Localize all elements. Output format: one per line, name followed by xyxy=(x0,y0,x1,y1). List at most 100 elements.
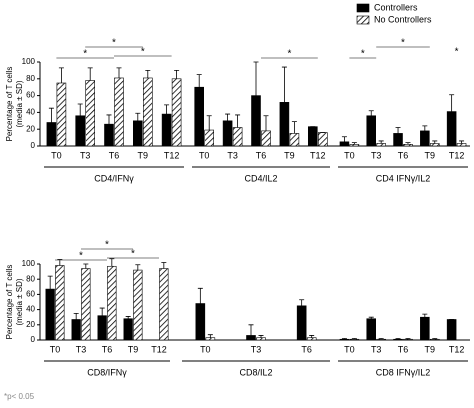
error-bar xyxy=(174,70,180,79)
error-bar xyxy=(253,61,259,96)
significance-label: * xyxy=(105,240,109,251)
x-tick-label: T12 xyxy=(310,150,326,160)
bar xyxy=(446,111,457,147)
x-tick-label: T3 xyxy=(251,344,262,354)
bar xyxy=(97,315,107,341)
bar xyxy=(195,303,206,341)
error-bar xyxy=(164,104,170,115)
error-bar xyxy=(135,112,141,121)
bar xyxy=(429,338,440,341)
bar xyxy=(81,268,91,341)
error-bar xyxy=(57,259,63,266)
error-bar xyxy=(47,275,53,290)
error-bar xyxy=(395,127,401,134)
bar xyxy=(403,338,413,341)
bar xyxy=(159,268,169,341)
significance-label: * xyxy=(361,49,365,60)
significance-label: * xyxy=(83,49,87,60)
y-tick-label: 80 xyxy=(26,274,35,283)
error-bar xyxy=(197,287,203,304)
bar xyxy=(306,337,317,341)
y-axis-label: Percentage of T cells xyxy=(5,67,14,142)
error-bar xyxy=(351,142,357,145)
x-tick-label: T6 xyxy=(301,344,312,354)
x-tick-label: T9 xyxy=(138,150,149,160)
x-tick-label: T0 xyxy=(344,344,355,354)
x-tick-label: T9 xyxy=(425,344,436,354)
bar xyxy=(123,318,133,341)
bar xyxy=(45,288,55,341)
y-axis-label: (media ± SD) xyxy=(15,278,24,325)
error-bar xyxy=(309,335,315,338)
bar xyxy=(393,338,403,341)
error-bar xyxy=(87,67,93,81)
group-label: CD8/IFNγ xyxy=(87,367,127,377)
y-tick-label: 40 xyxy=(26,108,35,117)
error-bar xyxy=(161,262,167,269)
bar xyxy=(256,337,266,341)
significance-label: * xyxy=(401,38,405,49)
y-tick-label: 100 xyxy=(22,57,36,66)
bar xyxy=(349,338,360,341)
legend-swatch xyxy=(356,15,370,25)
error-bar xyxy=(432,140,438,144)
error-bar xyxy=(368,316,374,319)
x-tick-label: T0 xyxy=(344,150,355,160)
bar xyxy=(104,123,114,147)
x-tick-label: T12 xyxy=(449,150,465,160)
y-tick-label: 60 xyxy=(26,290,35,299)
bar xyxy=(56,82,67,147)
error-bar xyxy=(378,140,384,144)
bar xyxy=(85,80,95,147)
bar xyxy=(222,120,233,147)
error-bar xyxy=(368,110,374,116)
bar xyxy=(143,77,153,147)
bar xyxy=(232,127,243,147)
bar xyxy=(339,141,350,147)
x-tick-label: T6 xyxy=(102,344,113,354)
y-tick-label: 0 xyxy=(31,335,36,344)
bar xyxy=(307,126,318,147)
y-tick-label: 60 xyxy=(26,91,35,100)
error-bar xyxy=(341,136,347,142)
bar xyxy=(366,318,376,341)
error-bar xyxy=(206,115,212,131)
x-tick-label: T3 xyxy=(76,344,87,354)
bar xyxy=(376,338,386,341)
error-bar xyxy=(459,140,465,144)
y-tick-label: 100 xyxy=(22,259,36,268)
y-tick-label: 40 xyxy=(26,305,35,314)
x-tick-label: T3 xyxy=(80,150,91,160)
error-bar xyxy=(422,125,428,131)
legend-label: No Controllers xyxy=(374,14,432,24)
bar xyxy=(446,319,457,341)
error-bar xyxy=(207,334,213,338)
group-label: CD4/IFNγ xyxy=(94,173,134,183)
bar xyxy=(133,120,143,147)
error-bar xyxy=(395,338,401,340)
bar xyxy=(194,86,204,147)
y-tick-label: 80 xyxy=(26,74,35,83)
bar xyxy=(55,265,65,341)
error-bar xyxy=(341,338,347,340)
error-bar xyxy=(449,94,455,112)
bar xyxy=(376,143,386,147)
bar xyxy=(420,316,430,341)
error-bar xyxy=(281,66,287,103)
bar xyxy=(161,113,172,147)
x-tick-label: T0 xyxy=(199,150,210,160)
bar xyxy=(296,305,307,341)
error-bar xyxy=(422,313,428,318)
x-tick-label: T3 xyxy=(227,150,238,160)
error-bar xyxy=(378,338,384,340)
error-bar xyxy=(83,263,89,269)
error-bar xyxy=(106,114,112,125)
x-tick-label: T0 xyxy=(200,344,211,354)
x-tick-label: T6 xyxy=(398,344,409,354)
error-bar xyxy=(99,307,105,316)
error-bar xyxy=(291,121,297,134)
bar xyxy=(317,132,328,147)
error-bar xyxy=(135,264,141,271)
error-bar xyxy=(263,115,269,131)
